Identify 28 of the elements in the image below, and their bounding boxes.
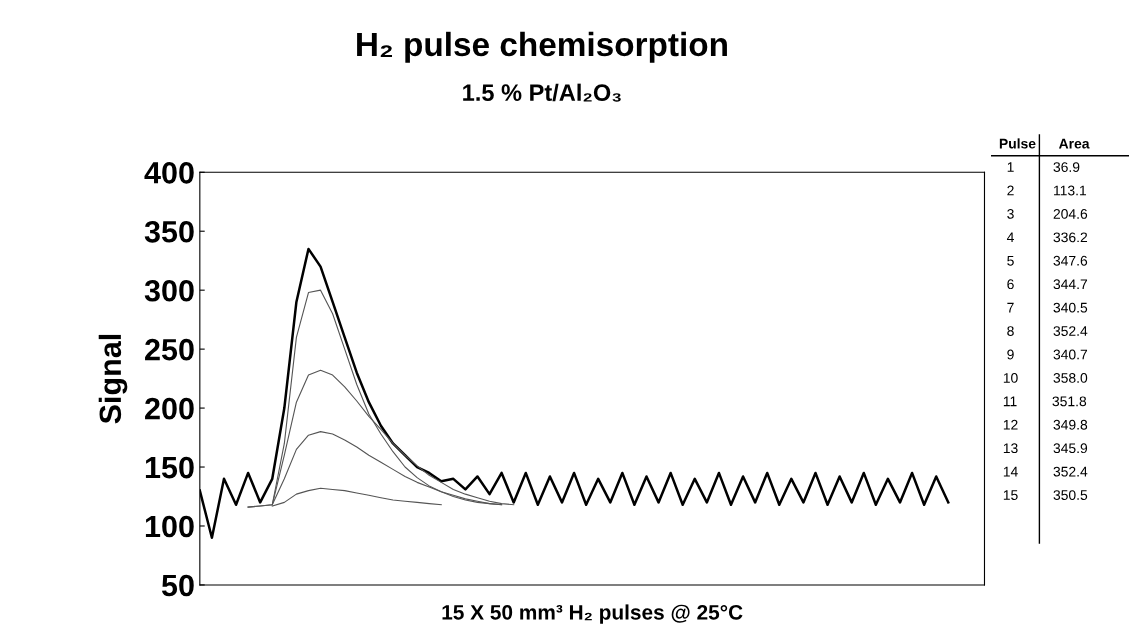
text: 4 336.2 (1006, 232, 1088, 243)
y-tick-label: 250 (145, 338, 194, 361)
text: 1 36.9 (1007, 162, 1080, 172)
text: Pulse Area (999, 138, 1090, 149)
y-tick-label: 50 (161, 574, 194, 597)
y-tick-label: 350 (144, 220, 194, 243)
y-axis-title: Signal (98, 334, 128, 424)
text: 6 344.7 (1007, 279, 1088, 290)
text: 8 352.4 (1007, 326, 1088, 336)
y-tick-label: 150 (145, 456, 194, 479)
text: 12 349.8 (1003, 419, 1088, 430)
text: 15 350.5 (1003, 490, 1088, 500)
text: 13 345.9 (1003, 443, 1088, 454)
text: 9 340.7 (1007, 349, 1088, 360)
x-axis-title: 15 X 50 mm³ H₂ pulses @ 25°C (442, 604, 743, 624)
text: 7 340.5 (1007, 302, 1088, 313)
text: 3 204.6 (1007, 208, 1088, 219)
y-tick-label: 100 (145, 515, 194, 538)
text: 10 358.0 (1003, 373, 1088, 383)
text: 11 351.8 (1003, 396, 1087, 407)
chart-title: H₂ pulse chemisorption (357, 31, 727, 63)
text: 5 347.6 (1007, 255, 1088, 266)
text: 2 113.1 (1007, 185, 1087, 196)
text: 14 352.4 (1003, 466, 1088, 477)
y-tick-label: 300 (144, 279, 194, 302)
y-tick-label: 200 (145, 397, 194, 420)
y-tick-label: 400 (144, 162, 194, 184)
chart-subtitle: 1.5 % Pt/Al₂O₃ (463, 83, 621, 102)
